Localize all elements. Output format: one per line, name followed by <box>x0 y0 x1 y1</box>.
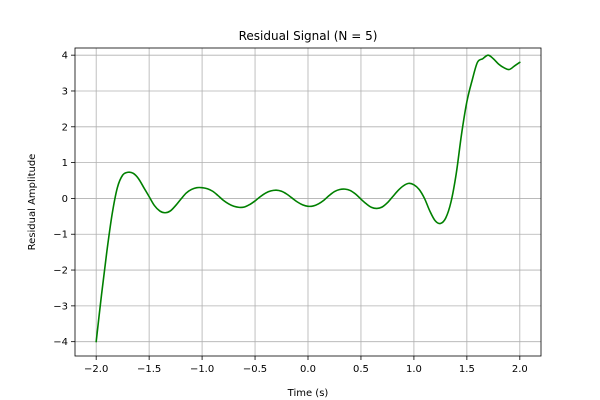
y-tick-label: 0 <box>62 194 68 205</box>
y-tick-label: 2 <box>62 122 68 133</box>
y-tick-label: −3 <box>53 301 68 312</box>
ticks: −2.0 −1.5 −1.0 −0.5 0.0 0.5 1.0 1.5 2.0 −4 −3 −2 −1 0… <box>53 51 528 375</box>
x-tick-label: 1.5 <box>459 364 475 375</box>
y-axis-label: Residual Amplitude <box>27 154 38 251</box>
y-tick-label: −2 <box>53 266 68 277</box>
y-tick-label: −1 <box>53 230 68 241</box>
x-tick-label: −1.0 <box>190 364 214 375</box>
x-tick-label: 1.0 <box>406 364 422 375</box>
chart-title: Residual Signal (N = 5) <box>239 29 378 43</box>
y-tick-label: −4 <box>53 337 68 348</box>
x-tick-label: 0.5 <box>353 364 369 375</box>
series-layer <box>95 54 521 343</box>
x-axis-label: Time (s) <box>287 388 329 399</box>
residual-line <box>95 54 521 343</box>
x-tick-label: −2.0 <box>84 364 108 375</box>
y-tick-label: 3 <box>62 86 68 97</box>
x-tick-label: 0.0 <box>300 364 316 375</box>
y-tick-label: 1 <box>62 158 68 169</box>
y-tick-label: 4 <box>62 51 68 62</box>
x-tick-label: −1.5 <box>137 364 161 375</box>
x-tick-label: −0.5 <box>243 364 267 375</box>
x-tick-label: 2.0 <box>512 364 528 375</box>
